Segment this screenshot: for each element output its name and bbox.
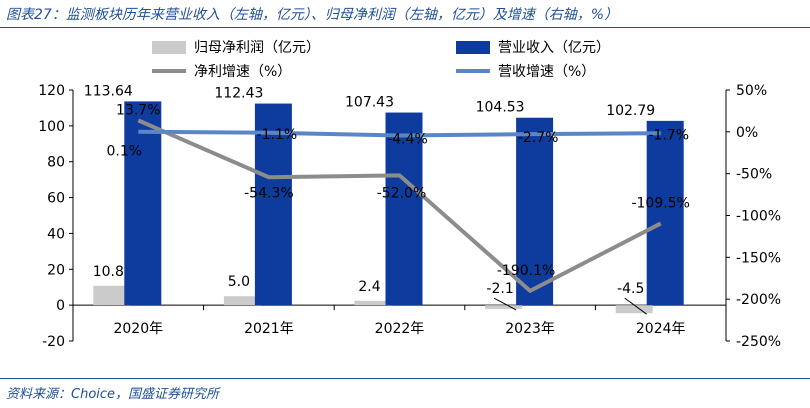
- revenue-bar: [516, 117, 554, 306]
- left-axis-tick-label: 120: [38, 83, 65, 99]
- profit-growth-data-label: 13.7%: [116, 102, 160, 118]
- profit-growth-data-label: -190.1%: [497, 263, 555, 279]
- right-axis-tick-label: -150%: [736, 250, 781, 266]
- chart-title: 图表27：监测板块历年来营业收入（左轴，亿元）、归母净利润（左轴，亿元）及增速（…: [6, 7, 619, 23]
- x-axis-category-label: 2023年: [505, 321, 555, 337]
- left-axis-tick-label: 40: [47, 226, 65, 242]
- profit-growth-data-label: -54.3%: [244, 185, 294, 201]
- revenue-bar: [646, 120, 684, 306]
- revenue-growth-data-label: 0.1%: [107, 144, 143, 160]
- left-axis-tick-label: 100: [38, 119, 65, 135]
- revenue-bar: [254, 103, 292, 306]
- profit-growth-data-label: -52.0%: [377, 185, 427, 201]
- profit-data-label: 2.4: [358, 279, 380, 295]
- source-divider: [0, 378, 810, 379]
- legend-label: 营收增速（%）: [498, 64, 595, 80]
- right-axis-tick-label: -200%: [736, 292, 781, 308]
- left-axis-tick-label: 60: [47, 191, 65, 207]
- revenue-growth-data-label: -1.1%: [257, 127, 298, 143]
- left-axis-tick-label: 20: [47, 262, 65, 278]
- profit-bar: [223, 296, 261, 306]
- revenue-growth-line: [138, 129, 661, 138]
- right-axis-tick-label: 50%: [736, 83, 767, 99]
- x-axis-category-label: 2021年: [244, 321, 294, 337]
- left-axis-tick-label: 0: [56, 298, 65, 314]
- profit-growth-data-label: -109.5%: [631, 195, 689, 211]
- revenue-data-label: 104.53: [476, 100, 525, 116]
- profit-data-label: 5.0: [228, 274, 250, 290]
- profit-data-label: -2.1: [486, 281, 513, 297]
- profit-data-label: -4.5: [617, 281, 644, 297]
- right-axis-tick-label: -100%: [736, 209, 781, 225]
- profit-growth-line: [137, 118, 662, 293]
- right-axis-tick-label: 0%: [736, 125, 758, 141]
- revenue-data-label: 113.64: [84, 83, 133, 99]
- revenue-bar: [385, 112, 423, 306]
- profit-data-label: 10.8: [93, 264, 124, 280]
- profit-bar: [354, 300, 392, 306]
- left-axis-tick-label: -20: [42, 334, 65, 350]
- legend-label: 净利增速（%）: [194, 64, 291, 80]
- x-axis-category-label: 2020年: [113, 321, 163, 337]
- title-divider: [0, 27, 810, 28]
- revenue-data-label: 102.79: [606, 103, 655, 119]
- x-axis-category-label: 2024年: [636, 321, 686, 337]
- profit-bar: [485, 305, 523, 309]
- profit-label-leader: [493, 297, 517, 311]
- source-note: 资料来源：Choice，国盛证券研究所: [6, 387, 220, 402]
- x-axis-category-label: 2022年: [375, 321, 425, 337]
- profit-label-leader: [624, 297, 647, 315]
- profit-bar: [93, 285, 131, 306]
- right-axis-tick-label: -50%: [736, 167, 772, 183]
- revenue-data-label: 107.43: [345, 95, 394, 111]
- right-axis-tick-label: -250%: [736, 334, 781, 350]
- legend-swatch: [152, 41, 186, 54]
- revenue-growth-data-label: -4.4%: [387, 132, 428, 148]
- revenue-growth-data-label: -1.7%: [648, 127, 689, 143]
- revenue-data-label: 112.43: [214, 86, 263, 102]
- revenue-growth-data-label: -2.7%: [518, 130, 559, 146]
- left-axis-tick-label: 80: [47, 155, 65, 171]
- legend-swatch: [456, 41, 490, 54]
- profit-bar: [615, 305, 653, 314]
- revenue-bar: [124, 101, 162, 306]
- legend-label: 归母净利润（亿元）: [194, 39, 320, 56]
- legend-label: 营业收入（亿元）: [498, 40, 610, 56]
